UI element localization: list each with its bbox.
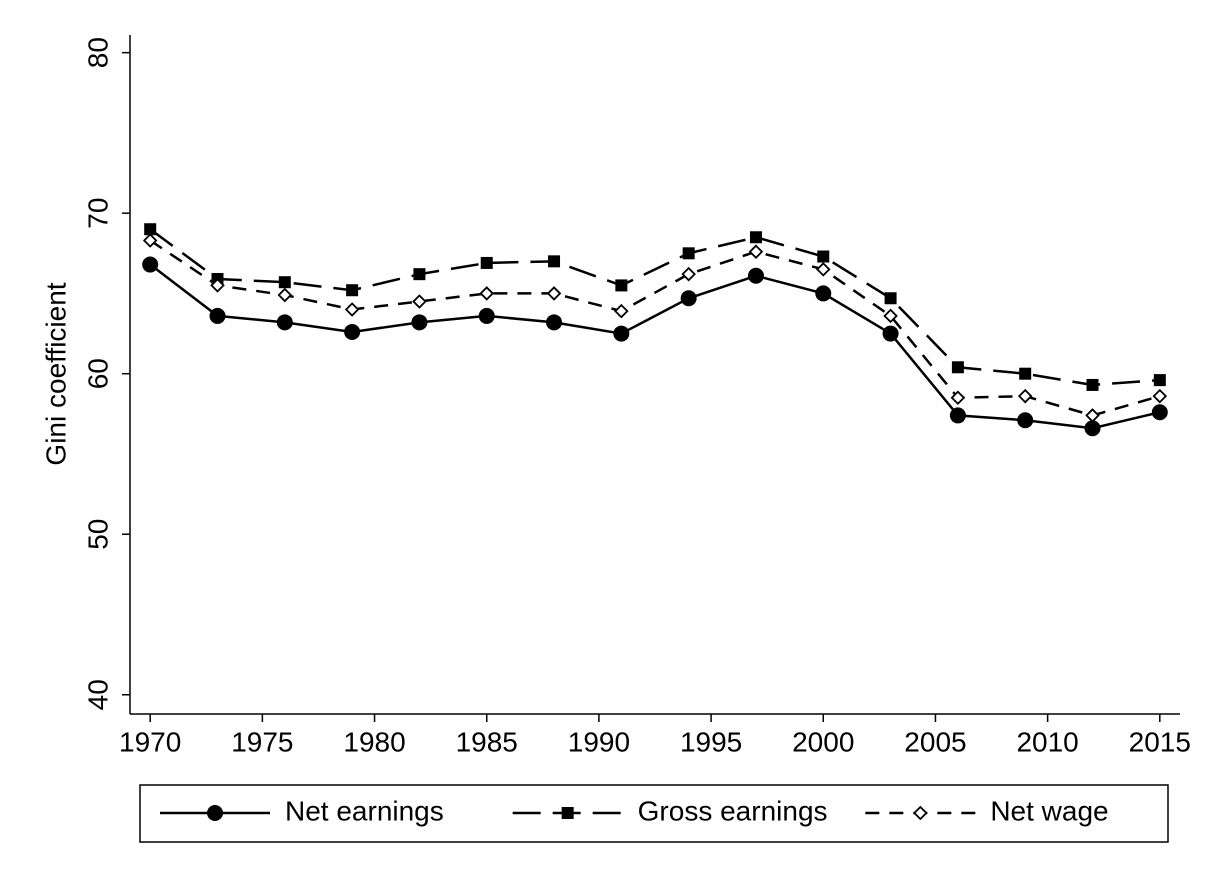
marker <box>614 303 629 319</box>
marker <box>480 256 493 269</box>
series-line <box>149 263 1161 430</box>
y-tick-label: 70 <box>82 198 113 229</box>
x-tick-label: 1970 <box>119 726 181 757</box>
marker <box>1017 412 1034 429</box>
y-axis-label: Gini coefficient <box>40 282 71 465</box>
marker <box>749 231 762 244</box>
marker <box>1085 408 1100 423</box>
legend-label: Net wage <box>990 795 1108 826</box>
marker <box>1153 374 1166 387</box>
marker <box>884 292 897 305</box>
marker <box>815 285 832 302</box>
marker <box>478 307 495 324</box>
marker <box>1017 388 1033 404</box>
marker <box>747 267 764 284</box>
marker <box>561 807 574 819</box>
marker <box>817 250 830 263</box>
y-tick-label: 50 <box>82 519 113 550</box>
x-tick-label: 2015 <box>1129 726 1191 757</box>
marker <box>613 325 630 342</box>
marker <box>1086 378 1099 391</box>
marker <box>209 307 226 324</box>
marker <box>278 276 291 289</box>
legend-box <box>139 784 1169 843</box>
legend-label: Net earnings <box>285 795 444 826</box>
marker <box>882 325 899 342</box>
marker <box>615 279 628 292</box>
marker <box>815 262 831 277</box>
marker <box>344 302 360 317</box>
x-tick-label: 2005 <box>904 726 966 757</box>
marker <box>1152 388 1168 404</box>
marker <box>277 287 293 303</box>
marker <box>913 805 928 821</box>
marker <box>412 294 427 309</box>
marker <box>276 314 293 331</box>
x-tick-label: 1980 <box>343 726 405 757</box>
marker <box>142 233 158 248</box>
marker <box>413 268 426 281</box>
marker <box>951 361 964 374</box>
legend-label: Gross earnings <box>638 795 828 826</box>
x-tick-label: 2000 <box>792 726 854 757</box>
marker <box>1151 404 1168 421</box>
marker <box>411 314 428 331</box>
marker <box>344 323 361 340</box>
marker <box>479 286 495 301</box>
marker <box>1084 420 1101 437</box>
marker <box>546 314 563 331</box>
marker <box>949 407 966 424</box>
x-tick-label: 1990 <box>568 726 630 757</box>
marker <box>144 223 157 236</box>
x-tick-label: 1995 <box>680 726 742 757</box>
marker <box>346 284 359 297</box>
marker <box>210 278 225 293</box>
y-tick-label: 80 <box>82 37 113 68</box>
marker <box>546 286 562 301</box>
series-line <box>149 239 1161 417</box>
marker <box>681 266 696 282</box>
y-tick-label: 40 <box>82 679 113 710</box>
marker <box>142 256 159 273</box>
marker <box>682 247 695 260</box>
marker <box>680 290 697 307</box>
marker <box>748 244 764 259</box>
series-line <box>149 228 1160 387</box>
y-tick-label: 60 <box>82 358 113 389</box>
marker <box>1019 367 1032 380</box>
x-tick-label: 2010 <box>1016 726 1078 757</box>
marker <box>548 255 561 268</box>
marker <box>950 390 966 406</box>
x-tick-label: 1975 <box>231 726 293 757</box>
x-tick-label: 1985 <box>456 726 518 757</box>
marker <box>883 308 898 324</box>
marker <box>207 805 223 821</box>
